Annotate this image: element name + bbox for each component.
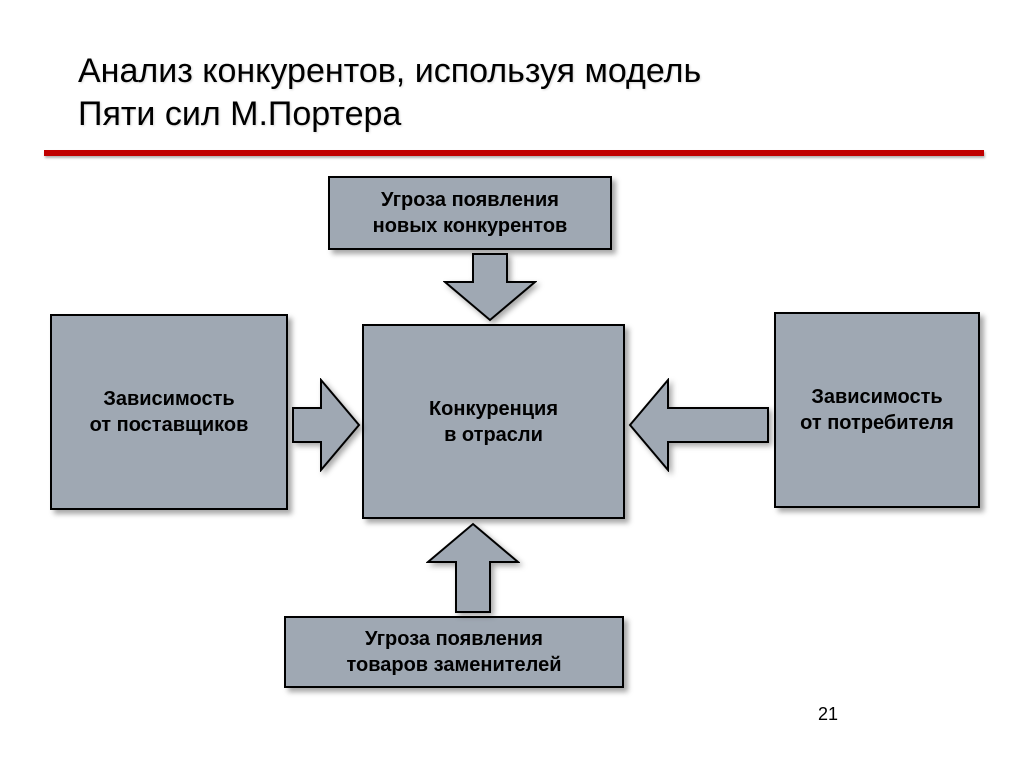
box-threat-new-entrants: Угроза появления новых конкурентов (328, 176, 612, 250)
left-label-1: Зависимость (103, 388, 234, 410)
right-label-2: от потребителя (800, 412, 954, 434)
arrow-right-left (291, 378, 361, 472)
title-line-2: Пяти сил М.Портера (78, 95, 401, 133)
box-supplier-power: Зависимость от поставщиков (50, 314, 288, 510)
top-label-1: Угроза появления (381, 189, 559, 211)
center-label-2: в отрасли (444, 424, 543, 446)
box-buyer-power: Зависимость от потребителя (774, 312, 980, 508)
slide-title: Анализ конкурентов, используя модель Пят… (78, 50, 701, 135)
top-label-2: новых конкурентов (373, 215, 568, 237)
arrow-down-top (443, 252, 537, 322)
bottom-label-2: товаров заменителей (346, 654, 561, 676)
arrow-left-right (628, 378, 770, 472)
center-label-1: Конкуренция (429, 398, 558, 420)
title-underline (44, 150, 984, 156)
box-substitute-threat: Угроза появления товаров заменителей (284, 616, 624, 688)
left-label-2: от поставщиков (90, 414, 249, 436)
title-line-1: Анализ конкурентов, используя модель (78, 52, 701, 90)
box-industry-rivalry: Конкуренция в отрасли (362, 324, 625, 519)
page-number: 21 (818, 704, 838, 725)
right-label-1: Зависимость (811, 386, 942, 408)
bottom-label-1: Угроза появления (365, 628, 543, 650)
arrow-up-bottom (426, 522, 520, 614)
